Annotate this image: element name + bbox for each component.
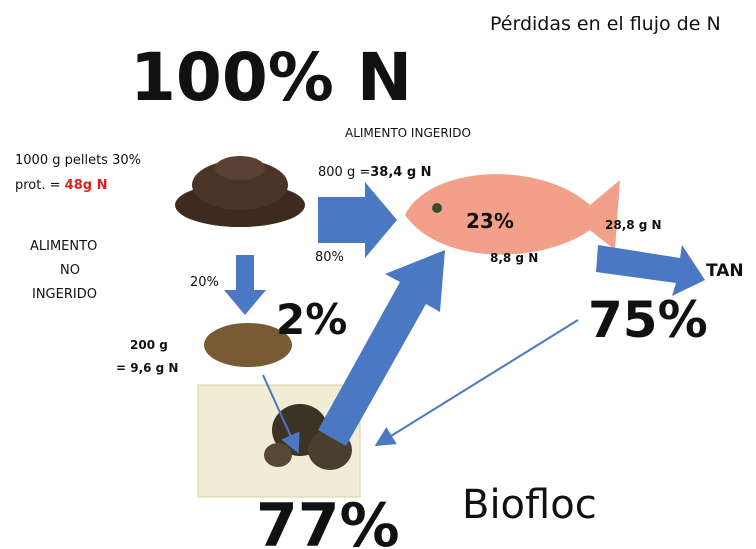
title: Pérdidas en el flujo de N — [490, 13, 721, 35]
not-ingested-line: NO — [60, 263, 80, 278]
arrow-tan-biofloc — [374, 319, 579, 447]
excreted-n: 28,8 g N — [605, 218, 662, 232]
not-ingested-line: ALIMENTO — [30, 239, 97, 254]
ingested-label: ALIMENTO INGERIDO — [345, 126, 471, 140]
ingested-percent: 80% — [315, 250, 344, 265]
arrow-powder-biofloc — [262, 374, 300, 454]
arrow-tan — [596, 245, 705, 296]
biofloc-label: Biofloc — [462, 482, 597, 528]
loss-percent: 2% — [276, 295, 347, 344]
text-part: 800 g = — [318, 165, 370, 180]
feed-line1: 1000 g pellets 30% — [15, 153, 141, 168]
powder-image — [204, 323, 292, 367]
headline: 100% N — [130, 39, 412, 116]
pellets-image — [175, 156, 305, 227]
arrow-biofloc-fish — [318, 250, 445, 446]
text-part: prot. = — [15, 178, 65, 193]
biofloc-percent: 77% — [256, 491, 400, 549]
arrow-not-ingested — [224, 255, 266, 315]
powder-n: = 9,6 g N — [116, 361, 178, 375]
powder-amount: 200 g — [130, 338, 168, 352]
arrow-ingested — [318, 182, 397, 258]
feed-line2: prot. = 48g N — [15, 178, 107, 193]
not-ingested-percent: 20% — [190, 275, 219, 290]
retained-percent: 23% — [466, 209, 514, 233]
text-part: 38,4 g N — [370, 165, 431, 180]
retained-n: 8,8 g N — [490, 251, 538, 265]
not-ingested-line: INGERIDO — [32, 287, 97, 302]
ingested-amount: 800 g =38,4 g N — [318, 165, 432, 180]
tan-percent: 75% — [588, 291, 708, 349]
text-part: 48g N — [65, 178, 108, 193]
tan-label: TAN — [706, 261, 744, 281]
fish-image — [405, 174, 620, 255]
